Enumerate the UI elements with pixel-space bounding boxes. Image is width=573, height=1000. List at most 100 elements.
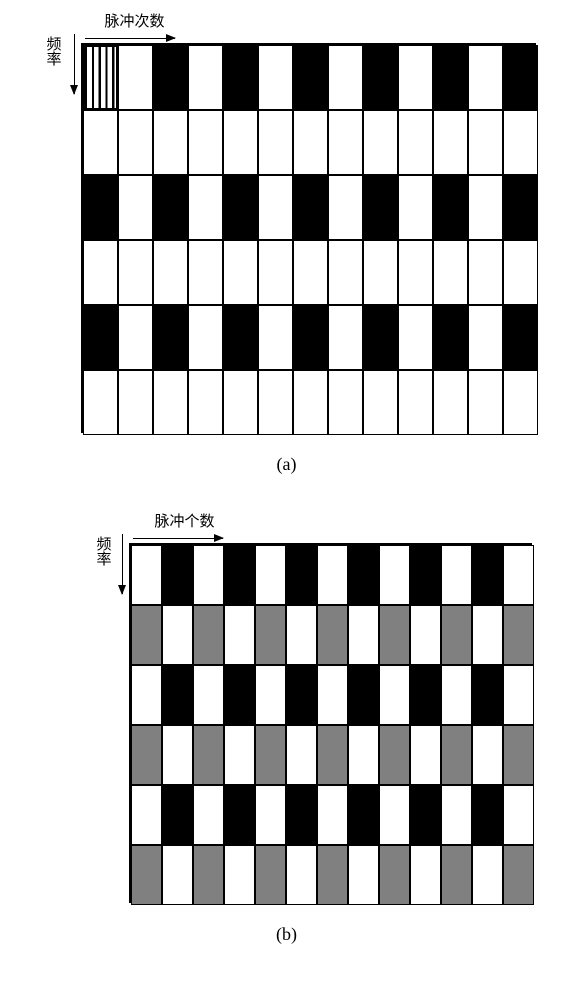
grid-cell [328, 175, 363, 240]
grid-cell [317, 785, 348, 845]
grid-cell [472, 845, 503, 905]
grid-cell [118, 175, 153, 240]
grid-cell [293, 45, 328, 110]
fig-a-y-label: 频率 [43, 36, 64, 66]
grid-cell [433, 110, 468, 175]
grid-cell [118, 305, 153, 370]
grid-cell [503, 240, 538, 305]
grid-cell [255, 545, 286, 605]
grid-cell [503, 785, 534, 845]
grid-cell [433, 370, 468, 435]
grid-cell [153, 240, 188, 305]
grid-cell [468, 240, 503, 305]
grid-cell [468, 305, 503, 370]
fig-b-x-arrow [133, 538, 223, 539]
grid-cell [317, 845, 348, 905]
grid-cell [118, 370, 153, 435]
grid-cell [258, 240, 293, 305]
fig-b-caption: (b) [37, 924, 537, 945]
grid-cell [379, 545, 410, 605]
grid-cell [224, 725, 255, 785]
grid-cell [293, 305, 328, 370]
grid-cell [83, 305, 118, 370]
grid-cell [162, 725, 193, 785]
grid-cell [131, 665, 162, 725]
grid-cell [328, 370, 363, 435]
grid-cell [503, 725, 534, 785]
grid-cell [188, 110, 223, 175]
fig-b-y-label: 频率 [93, 536, 114, 566]
grid-cell [398, 45, 433, 110]
grid-cell [255, 845, 286, 905]
grid-cell [255, 605, 286, 665]
grid-cell [162, 845, 193, 905]
grid-cell [348, 785, 379, 845]
grid-cell [255, 665, 286, 725]
grid-cell [223, 370, 258, 435]
grid-cell [258, 175, 293, 240]
grid-cell [503, 605, 534, 665]
grid-cell [188, 175, 223, 240]
grid-cell [503, 665, 534, 725]
grid-cell [258, 45, 293, 110]
grid-cell [255, 785, 286, 845]
grid-cell [472, 665, 503, 725]
grid-cell [433, 240, 468, 305]
grid-cell [193, 605, 224, 665]
grid-cell [258, 370, 293, 435]
grid-cell [348, 845, 379, 905]
grid-cell [286, 545, 317, 605]
grid-cell [503, 45, 538, 110]
figure-b: 脉冲个数 频率 (b) [37, 510, 537, 960]
grid-cell [398, 240, 433, 305]
grid-cell [286, 725, 317, 785]
grid-cell [468, 370, 503, 435]
grid-cell [131, 845, 162, 905]
grid-cell [398, 175, 433, 240]
grid-cell [441, 545, 472, 605]
grid-cell [317, 725, 348, 785]
grid-cell [286, 605, 317, 665]
grid-cell [468, 45, 503, 110]
grid-cell [317, 545, 348, 605]
grid-cell [379, 845, 410, 905]
grid-cell [363, 45, 398, 110]
grid-cell [153, 110, 188, 175]
grid-cell [398, 305, 433, 370]
grid-cell [223, 240, 258, 305]
fig-b-x-label: 脉冲个数 [155, 510, 215, 531]
grid-cell [83, 175, 118, 240]
grid-cell [441, 665, 472, 725]
grid-cell [410, 845, 441, 905]
grid-cell [83, 45, 118, 110]
grid-cell [379, 665, 410, 725]
grid-cell [410, 785, 441, 845]
grid-cell [503, 305, 538, 370]
grid-cell [118, 240, 153, 305]
grid-cell [162, 785, 193, 845]
grid-cell [224, 785, 255, 845]
grid-cell [398, 370, 433, 435]
grid-cell [348, 605, 379, 665]
grid-cell [131, 545, 162, 605]
grid-cell [317, 605, 348, 665]
figure-a: 脉冲次数 频率 (a) [27, 10, 547, 480]
grid-cell [348, 545, 379, 605]
grid-cell [363, 305, 398, 370]
grid-cell [441, 785, 472, 845]
grid-cell [162, 545, 193, 605]
grid-cell [223, 45, 258, 110]
fig-a-y-arrow [74, 34, 75, 94]
grid-cell [188, 45, 223, 110]
grid-cell [193, 725, 224, 785]
grid-cell [472, 605, 503, 665]
grid-cell [348, 665, 379, 725]
grid-cell [293, 240, 328, 305]
grid-cell [193, 665, 224, 725]
grid-cell [83, 110, 118, 175]
grid-cell [223, 305, 258, 370]
fig-a-x-label: 脉冲次数 [105, 10, 165, 31]
grid-cell [153, 175, 188, 240]
grid-cell [363, 240, 398, 305]
grid-cell [255, 725, 286, 785]
